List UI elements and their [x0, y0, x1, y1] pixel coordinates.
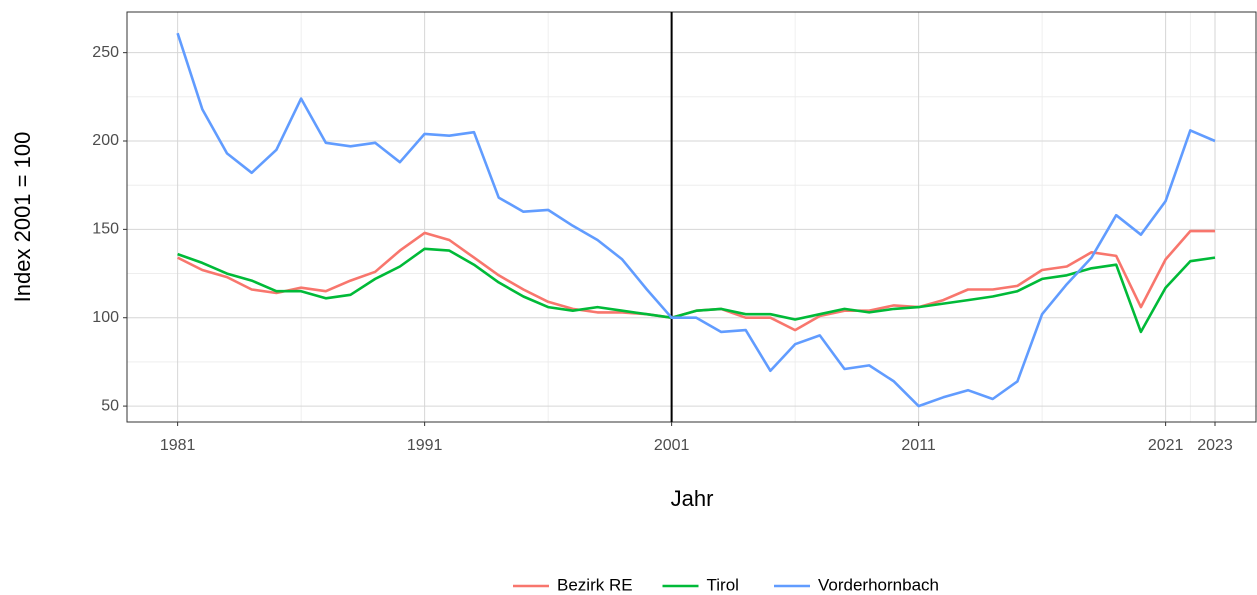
legend-label: Bezirk RE [557, 575, 633, 594]
x-tick-label: 2001 [654, 437, 690, 454]
y-tick-label: 250 [92, 44, 119, 61]
x-tick-label: 2011 [901, 437, 936, 454]
y-tick-label: 100 [92, 309, 119, 326]
y-tick-label: 50 [101, 397, 119, 414]
series-line [177, 229, 1215, 332]
x-tick-label: 1981 [160, 437, 196, 454]
x-tick-label: 2023 [1197, 437, 1233, 454]
series-line [176, 32, 1216, 408]
y-tick-label: 200 [92, 132, 119, 149]
x-axis-title: Jahr [671, 486, 714, 511]
x-tick-label: 2021 [1148, 437, 1184, 454]
legend-label: Tirol [707, 575, 739, 594]
panel-border [126, 11, 1257, 423]
y-axis-title: Index 2001 = 100 [10, 132, 35, 303]
x-tick-label: 1991 [407, 437, 443, 454]
y-tick-label: 150 [92, 221, 119, 238]
series-line [177, 247, 1216, 334]
legend-label: Vorderhornbach [818, 575, 939, 594]
